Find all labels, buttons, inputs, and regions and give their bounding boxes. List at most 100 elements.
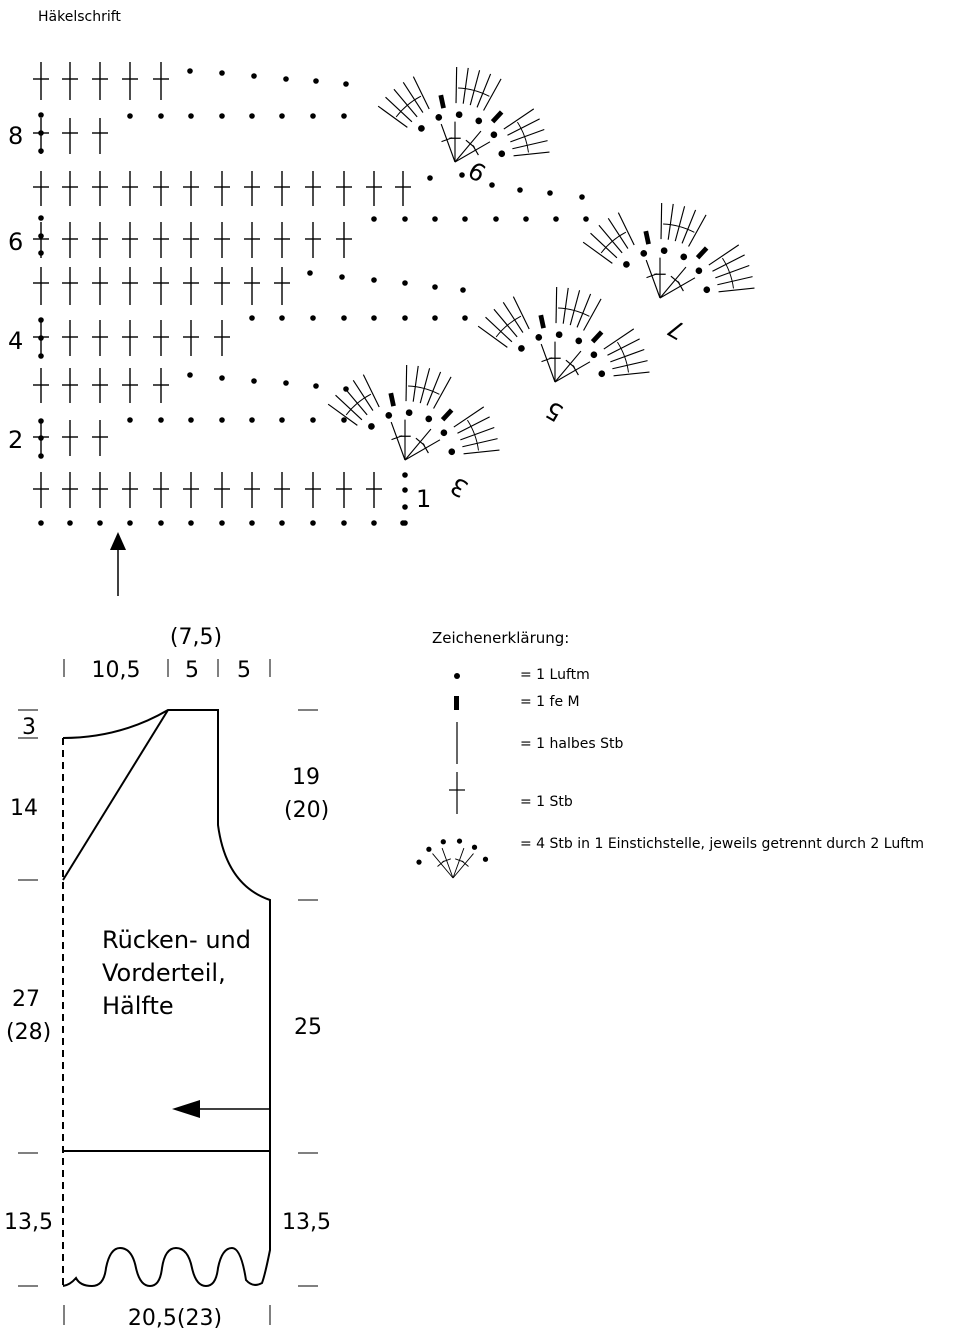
right-dim-hem: 13,5 (282, 1210, 331, 1235)
fan-number-1: 1 (416, 485, 431, 513)
chain-dot-icon (249, 113, 255, 119)
chain-dot-icon (127, 417, 133, 423)
fan-icon (416, 838, 489, 879)
chain-dot-icon (283, 380, 289, 386)
chain-dot-icon (454, 673, 460, 679)
double-crochet-icon (92, 62, 108, 100)
chain-dot-icon (283, 76, 289, 82)
chain-dot-icon (38, 435, 44, 441)
double-crochet-icon (33, 472, 49, 508)
double-crochet-icon (153, 62, 169, 100)
double-crochet-icon (183, 472, 199, 508)
chart-title: Häkelschrift (38, 9, 121, 25)
double-crochet-icon (244, 171, 260, 206)
chain-dot-icon (341, 520, 347, 526)
chain-dot-icon (341, 113, 347, 119)
double-crochet-icon (92, 320, 108, 356)
chain-dot-icon (188, 520, 194, 526)
double-crochet-icon (62, 118, 78, 154)
chain-dot-icon (460, 287, 466, 293)
chain-dot-icon (38, 335, 44, 341)
double-crochet-icon (274, 472, 290, 508)
schematic-label-line-2: Vorderteil, (102, 959, 226, 987)
double-crochet-icon (62, 420, 78, 456)
double-crochet-icon (366, 472, 382, 508)
chain-dot-icon (579, 194, 585, 200)
double-crochet-icon (62, 472, 78, 508)
double-crochet-icon (62, 171, 78, 206)
double-crochet-icon (153, 368, 169, 403)
chain-dot-icon (341, 417, 347, 423)
double-crochet-icon (244, 267, 260, 305)
double-crochet-icon (153, 171, 169, 206)
double-crochet-icon (336, 171, 352, 206)
double-crochet-icon (92, 222, 108, 258)
double-crochet-icon (244, 222, 260, 258)
double-crochet-icon (122, 171, 138, 206)
chain-dot-icon (187, 372, 193, 378)
start-arrow-icon (110, 532, 126, 596)
chain-dot-icon (38, 112, 44, 118)
chain-dot-icon (187, 68, 193, 74)
legend-item-fan: = 4 Stb in 1 Einstichstelle, jeweils get… (520, 836, 924, 852)
chain-dot-icon (279, 417, 285, 423)
chain-dot-icon (307, 270, 313, 276)
double-crochet-icon (395, 171, 411, 206)
chain-dot-icon (38, 353, 44, 359)
double-crochet-icon (122, 320, 138, 356)
double-crochet-icon (62, 368, 78, 403)
double-crochet-cross-icon (449, 772, 465, 814)
chain-dot-icon (343, 81, 349, 87)
row-number-8: 8 (8, 122, 23, 150)
left-dim-armhole: 14 (10, 796, 38, 821)
chain-dot-icon (459, 172, 465, 178)
double-crochet-icon (153, 320, 169, 356)
chain-dot-icon (310, 315, 316, 321)
chain-dot-icon (371, 277, 377, 283)
chain-dot-icon (38, 317, 44, 323)
chain-dot-icon (339, 274, 345, 280)
left-dim-body-alt: (28) (6, 1020, 51, 1045)
double-crochet-icon (33, 171, 49, 206)
chain-dot-icon (427, 175, 433, 181)
double-crochet-icon (92, 420, 108, 456)
chain-dot-icon (38, 215, 44, 221)
chain-dot-icon (371, 520, 377, 526)
top-dim-b: 5 (185, 658, 199, 683)
double-crochet-icon (122, 62, 138, 100)
double-crochet-icon (92, 472, 108, 508)
double-crochet-icon (153, 222, 169, 258)
crochet-chart-symbols (33, 62, 755, 526)
chain-dot-icon (188, 417, 194, 423)
left-dim-body: 27 (12, 987, 40, 1012)
double-crochet-icon (92, 171, 108, 206)
double-crochet-icon (305, 222, 321, 258)
double-crochet-icon (336, 222, 352, 258)
double-crochet-icon (305, 472, 321, 508)
chain-dot-icon (310, 417, 316, 423)
chain-dot-icon (432, 315, 438, 321)
right-dim-armhole: 19 (292, 765, 320, 790)
chain-dot-icon (313, 78, 319, 84)
chain-dot-icon (341, 315, 347, 321)
double-crochet-icon (153, 472, 169, 508)
double-crochet-icon (33, 267, 49, 305)
chain-dot-icon (251, 378, 257, 384)
chain-dot-icon (402, 520, 408, 526)
double-crochet-icon (183, 171, 199, 206)
chain-dot-icon (38, 520, 44, 526)
chain-dot-icon (219, 70, 225, 76)
chain-dot-icon (249, 417, 255, 423)
chain-dot-icon (402, 216, 408, 222)
row-number-4: 4 (8, 327, 23, 355)
legend-item-single-crochet: = 1 fe M (520, 694, 580, 710)
chain-dot-icon (38, 453, 44, 459)
chain-dot-icon (219, 417, 225, 423)
chain-dot-icon (219, 113, 225, 119)
chain-dot-icon (517, 187, 523, 193)
row-number-6: 6 (8, 228, 23, 256)
top-dim-a: 10,5 (92, 658, 141, 683)
fan-number-7: 7 (663, 313, 690, 345)
chain-dot-icon (310, 113, 316, 119)
